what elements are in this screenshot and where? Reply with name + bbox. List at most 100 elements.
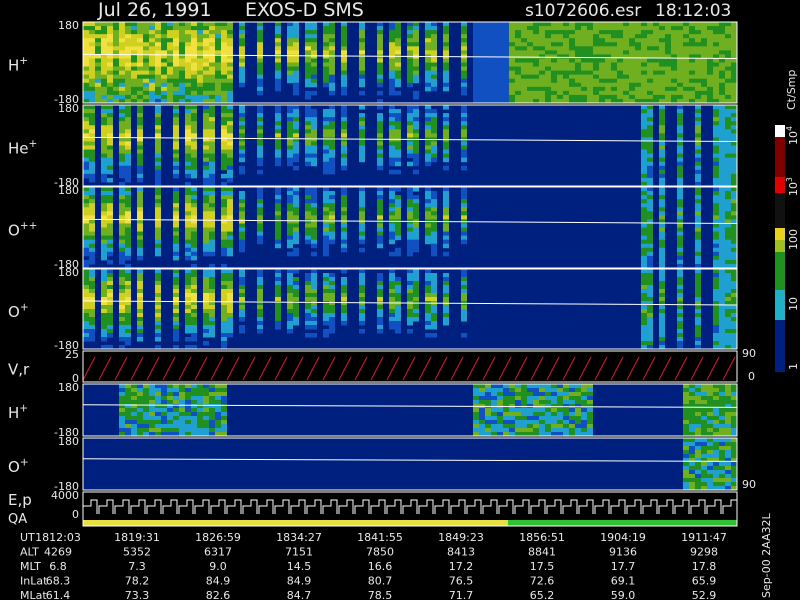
spectrogram-cell <box>647 46 653 51</box>
spectrogram-cell <box>209 235 215 241</box>
spectrogram-cell <box>311 121 317 126</box>
spectrogram-cell <box>131 98 137 104</box>
spectrogram-cell <box>95 50 101 55</box>
spectrogram-cell <box>641 199 647 204</box>
spectrogram-cell <box>305 90 311 96</box>
spectrogram-cell <box>257 121 263 126</box>
spectrogram-cell <box>191 133 197 138</box>
spectrogram-cell <box>305 50 311 55</box>
spectrogram-cell <box>191 424 197 429</box>
spectrogram-cell <box>545 420 551 425</box>
spectrogram-cell <box>389 325 395 330</box>
spectrogram-cell <box>683 62 689 68</box>
spectrogram-cell <box>569 50 575 55</box>
spectrogram-cell <box>155 333 161 338</box>
spectrogram-cell <box>275 50 281 55</box>
spectrogram-cell <box>173 432 179 437</box>
spectrogram-cell <box>731 38 737 43</box>
spectrogram-cell <box>257 113 263 118</box>
spectrogram-cell <box>725 195 731 200</box>
spectrogram-cell <box>287 203 293 208</box>
spectrogram-cell <box>443 30 449 35</box>
spectrogram-cell <box>209 86 215 92</box>
spectrogram-cell <box>623 30 629 35</box>
spectrogram-cell <box>311 305 317 310</box>
spectrogram-cell <box>473 400 479 405</box>
spectrogram-cell <box>359 153 365 159</box>
spectrogram-cell <box>239 34 245 39</box>
spectrogram-cell <box>275 42 281 47</box>
spectrogram-cell <box>83 161 89 167</box>
spectrogram-cell <box>329 329 335 334</box>
spectrogram-cell <box>659 54 665 59</box>
spectrogram-cell <box>407 309 413 314</box>
spectrogram-cell <box>341 293 347 298</box>
spectrogram-cell <box>173 58 179 63</box>
spectrogram-cell <box>221 82 227 88</box>
spectrogram-cell <box>305 74 311 80</box>
spectrogram-cell <box>557 50 563 55</box>
spectrogram-cell <box>395 26 401 31</box>
spectrogram-cell <box>185 301 191 306</box>
spectrogram-cell <box>659 235 665 241</box>
spectrogram-cell <box>731 227 737 233</box>
spectrogram-cell <box>191 74 197 80</box>
spectrogram-cell <box>725 121 731 126</box>
spectrogram-cell <box>527 428 533 433</box>
spectrogram-cell <box>125 82 131 88</box>
spectrogram-cell <box>431 46 437 51</box>
spectrogram-cell <box>725 133 731 138</box>
spectrogram-cell <box>227 203 233 208</box>
spectrogram-cell <box>497 66 503 72</box>
spectrogram-cell <box>647 153 653 159</box>
spectrogram-cell <box>551 396 557 401</box>
spectrogram-cell <box>173 333 179 338</box>
spectrogram-cell <box>137 22 143 27</box>
spectrogram-cell <box>137 219 143 224</box>
spectrogram-cell <box>83 285 89 290</box>
spectrogram-cell <box>539 90 545 96</box>
spectrogram-cell <box>413 227 419 233</box>
spectrogram-cell <box>89 26 95 31</box>
spectrogram-cell <box>125 392 131 397</box>
spectrogram-cell <box>713 98 719 104</box>
spectrogram-cell <box>707 442 713 447</box>
spectrogram-cell <box>701 462 707 467</box>
spectrogram-cell <box>425 309 431 314</box>
spectrogram-cell <box>545 424 551 429</box>
spectrogram-cell <box>221 141 227 146</box>
spectrogram-cell <box>191 215 197 220</box>
spectrogram-cell <box>695 273 701 278</box>
spectrogram-cell <box>203 46 209 51</box>
spectrogram-cell <box>173 203 179 208</box>
spectrogram-cell <box>707 446 713 451</box>
table-cell: 1826:59 <box>195 531 241 544</box>
spectrogram-cell <box>641 145 647 151</box>
spectrogram-cell <box>407 109 413 114</box>
spectrogram-cell <box>425 157 431 163</box>
spectrogram-cell <box>731 428 737 433</box>
panel <box>82 21 738 104</box>
spectrogram-cell <box>725 211 731 216</box>
spectrogram-cell <box>149 30 155 35</box>
spectrogram-cell <box>293 50 299 55</box>
spectrogram-cell <box>359 187 365 192</box>
spectrogram-cell <box>305 46 311 51</box>
spectrogram-cell <box>491 50 497 55</box>
spectrogram-cell <box>377 203 383 208</box>
spectrogram-cell <box>443 38 449 43</box>
spectrogram-cell <box>521 98 527 104</box>
spectrogram-cell <box>191 313 197 318</box>
colorbar-label: 10 <box>787 297 800 311</box>
spectrogram-cell <box>713 181 719 187</box>
spectrogram-cell <box>119 416 125 421</box>
spectrogram-cell <box>665 54 671 59</box>
spectrogram-cell <box>137 50 143 55</box>
spectrogram-cell <box>683 446 689 451</box>
spectrogram-cell <box>221 341 227 346</box>
spectrogram-cell <box>725 293 731 298</box>
spectrogram-cell <box>413 145 419 151</box>
spectrogram-cell <box>341 187 347 192</box>
spectrogram-cell <box>95 46 101 51</box>
spectrogram-cell <box>329 169 335 175</box>
